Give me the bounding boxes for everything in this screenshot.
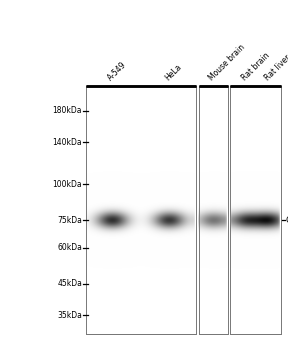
Bar xyxy=(230,86,281,334)
Text: 140kDa: 140kDa xyxy=(52,138,82,147)
Bar xyxy=(199,86,228,334)
Bar xyxy=(86,86,196,334)
Bar xyxy=(86,86,196,334)
Text: Mouse brain: Mouse brain xyxy=(207,43,247,82)
Text: Rat brain: Rat brain xyxy=(240,51,271,82)
Text: 180kDa: 180kDa xyxy=(53,106,82,116)
Text: HeLa: HeLa xyxy=(164,62,184,82)
Text: 60kDa: 60kDa xyxy=(57,243,82,252)
Bar xyxy=(199,86,228,334)
Text: 100kDa: 100kDa xyxy=(52,180,82,189)
Text: 75kDa: 75kDa xyxy=(57,216,82,225)
Text: 45kDa: 45kDa xyxy=(57,279,82,288)
Text: GLP2R: GLP2R xyxy=(286,216,288,225)
Text: A-549: A-549 xyxy=(106,60,128,82)
Text: Rat liver: Rat liver xyxy=(263,53,288,82)
Bar xyxy=(230,86,281,334)
Text: 35kDa: 35kDa xyxy=(57,310,82,320)
